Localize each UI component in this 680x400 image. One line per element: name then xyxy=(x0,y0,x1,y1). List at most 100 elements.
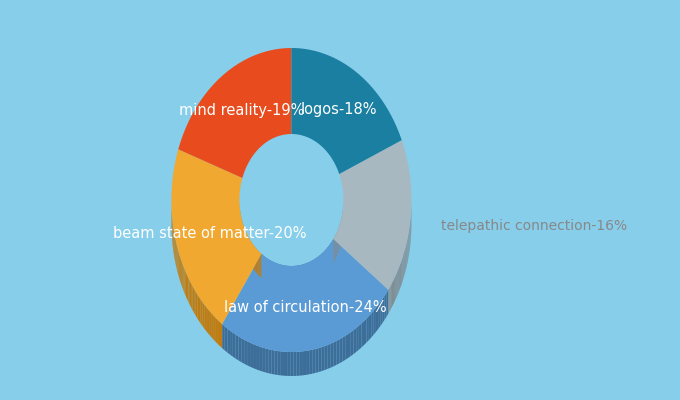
Polygon shape xyxy=(281,352,284,376)
Polygon shape xyxy=(393,279,394,305)
Polygon shape xyxy=(307,262,309,287)
Polygon shape xyxy=(275,350,277,375)
Polygon shape xyxy=(284,265,286,290)
Polygon shape xyxy=(294,352,296,376)
Polygon shape xyxy=(392,281,393,307)
Polygon shape xyxy=(225,326,227,352)
Polygon shape xyxy=(325,249,326,274)
Polygon shape xyxy=(311,260,312,285)
Polygon shape xyxy=(269,349,271,374)
Polygon shape xyxy=(299,265,301,289)
Polygon shape xyxy=(337,339,339,365)
Polygon shape xyxy=(309,261,311,286)
Polygon shape xyxy=(180,257,181,284)
Polygon shape xyxy=(391,283,392,309)
Polygon shape xyxy=(259,346,262,372)
Polygon shape xyxy=(269,259,270,284)
Polygon shape xyxy=(302,264,303,289)
Polygon shape xyxy=(359,324,362,350)
Polygon shape xyxy=(331,242,332,267)
Polygon shape xyxy=(339,338,342,363)
Polygon shape xyxy=(292,266,294,290)
Polygon shape xyxy=(332,240,333,266)
Polygon shape xyxy=(264,256,265,281)
Polygon shape xyxy=(404,250,405,276)
Polygon shape xyxy=(208,309,210,336)
Polygon shape xyxy=(204,304,206,331)
Polygon shape xyxy=(177,248,178,275)
Polygon shape xyxy=(395,274,396,300)
Polygon shape xyxy=(214,316,216,342)
Polygon shape xyxy=(290,352,294,376)
Polygon shape xyxy=(324,345,328,370)
Polygon shape xyxy=(254,246,255,272)
Polygon shape xyxy=(313,259,315,284)
Polygon shape xyxy=(382,296,384,323)
Polygon shape xyxy=(178,251,180,278)
Polygon shape xyxy=(305,264,306,288)
Polygon shape xyxy=(317,256,318,281)
Polygon shape xyxy=(220,322,222,348)
Polygon shape xyxy=(294,266,295,290)
Polygon shape xyxy=(397,269,398,296)
Polygon shape xyxy=(282,265,283,289)
Polygon shape xyxy=(257,249,258,274)
Polygon shape xyxy=(330,243,331,268)
Polygon shape xyxy=(253,344,256,369)
Polygon shape xyxy=(175,238,176,265)
Polygon shape xyxy=(261,254,262,279)
Polygon shape xyxy=(222,239,388,352)
Text: telepathic connection-16%: telepathic connection-16% xyxy=(441,219,628,233)
Polygon shape xyxy=(265,257,266,282)
Polygon shape xyxy=(296,352,300,376)
Polygon shape xyxy=(400,262,401,288)
Polygon shape xyxy=(324,250,325,276)
Polygon shape xyxy=(235,334,239,360)
Polygon shape xyxy=(402,257,403,284)
Polygon shape xyxy=(260,253,261,278)
Polygon shape xyxy=(287,352,290,376)
Polygon shape xyxy=(256,248,257,273)
Polygon shape xyxy=(277,351,281,376)
Polygon shape xyxy=(322,346,324,371)
Polygon shape xyxy=(255,248,256,272)
Polygon shape xyxy=(271,261,272,285)
Polygon shape xyxy=(267,258,269,283)
Polygon shape xyxy=(218,320,220,346)
Polygon shape xyxy=(380,299,382,326)
Polygon shape xyxy=(199,297,201,324)
Polygon shape xyxy=(303,264,305,288)
Polygon shape xyxy=(258,251,260,276)
Polygon shape xyxy=(326,248,327,273)
Polygon shape xyxy=(212,314,214,340)
Polygon shape xyxy=(230,331,233,357)
Polygon shape xyxy=(320,254,321,280)
Polygon shape xyxy=(301,265,302,289)
Text: mind reality-19%: mind reality-19% xyxy=(179,104,305,118)
Polygon shape xyxy=(403,252,404,279)
Polygon shape xyxy=(312,260,313,284)
Text: law of circulation-24%: law of circulation-24% xyxy=(224,300,387,315)
Polygon shape xyxy=(271,350,275,374)
Polygon shape xyxy=(312,349,316,374)
Polygon shape xyxy=(191,284,192,310)
Polygon shape xyxy=(222,324,225,350)
Polygon shape xyxy=(398,267,399,293)
Polygon shape xyxy=(196,292,197,318)
Polygon shape xyxy=(292,48,402,174)
Polygon shape xyxy=(394,276,395,303)
Polygon shape xyxy=(318,256,320,280)
Polygon shape xyxy=(329,244,330,270)
Polygon shape xyxy=(300,351,303,376)
Polygon shape xyxy=(351,330,354,356)
Polygon shape xyxy=(253,244,254,269)
Polygon shape xyxy=(348,332,351,358)
Polygon shape xyxy=(303,351,306,375)
Polygon shape xyxy=(373,308,376,335)
Polygon shape xyxy=(280,264,282,289)
Polygon shape xyxy=(288,266,290,290)
Polygon shape xyxy=(176,241,177,268)
Polygon shape xyxy=(276,263,277,288)
Polygon shape xyxy=(247,341,250,367)
Polygon shape xyxy=(367,316,369,342)
